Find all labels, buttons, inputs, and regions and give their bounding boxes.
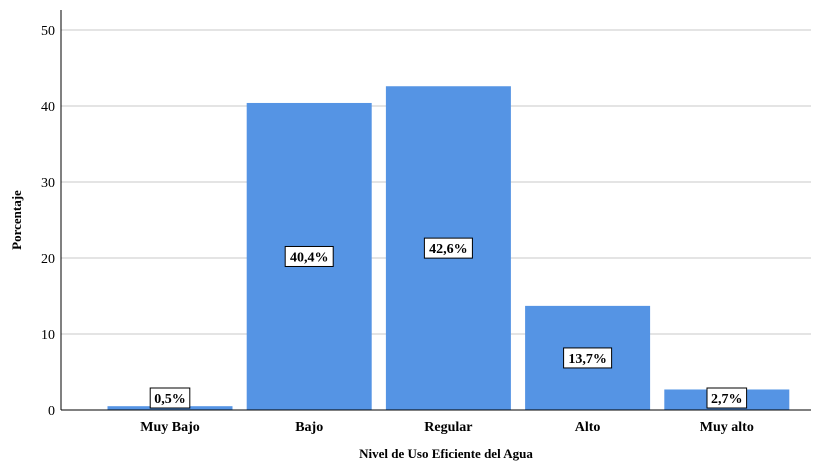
y-tick-labels: 0 10 20 30 40 50 (41, 24, 55, 419)
data-label-text: 2,7% (711, 392, 743, 407)
data-label-text: 0,5% (154, 392, 186, 407)
y-tick-label: 20 (41, 252, 55, 267)
y-tick-label: 0 (48, 404, 55, 419)
data-label-box (149, 387, 191, 409)
data-label: 42,6% (423, 237, 473, 259)
data-labels: 0,5% 40,4% 42,6% 13,7% 2,7% (149, 237, 748, 409)
data-label: 2,7% (706, 387, 748, 409)
x-category-label: Bajo (295, 420, 323, 435)
y-tick-label: 40 (41, 100, 55, 115)
y-tick-label: 50 (41, 24, 55, 39)
y-tick-label: 10 (41, 328, 55, 343)
data-label-box (563, 347, 613, 369)
x-category-label: Alto (575, 420, 601, 435)
y-axis-title: Porcentaje (9, 190, 24, 250)
x-category-label: Muy alto (700, 420, 754, 435)
y-tick-label: 30 (41, 176, 55, 191)
data-label: 40,4% (284, 245, 334, 267)
x-category-label: Muy Bajo (140, 420, 200, 435)
x-category-label: Regular (424, 420, 472, 435)
data-label-box (423, 237, 473, 259)
data-label-text: 40,4% (290, 250, 329, 265)
data-label-text: 42,6% (429, 242, 468, 257)
x-category-labels: Muy Bajo Bajo Regular Alto Muy alto (140, 420, 754, 435)
data-label: 0,5% (149, 387, 191, 409)
data-label: 13,7% (563, 347, 613, 369)
data-label-box (284, 245, 334, 267)
data-label-box (706, 387, 748, 409)
data-label-text: 13,7% (568, 352, 607, 367)
x-axis-title: Nivel de Uso Eficiente del Agua (359, 446, 533, 461)
